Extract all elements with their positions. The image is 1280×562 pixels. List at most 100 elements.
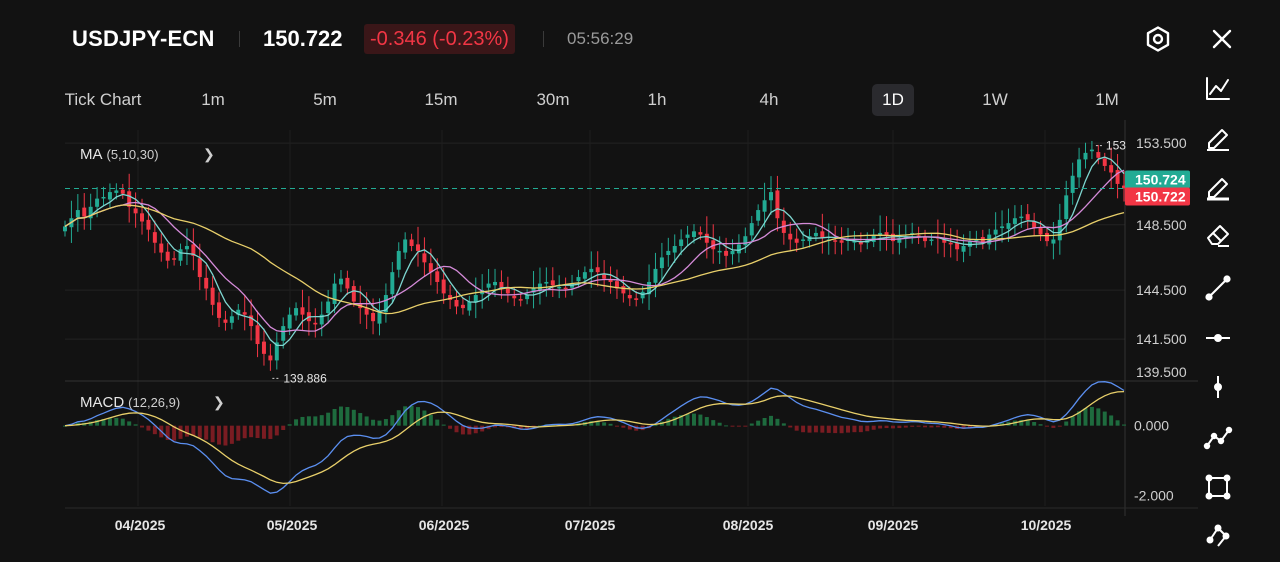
rectangle-icon[interactable] [1205,474,1231,500]
candle-body [191,244,196,256]
pattern-icon[interactable] [1206,524,1230,547]
pencil-icon[interactable] [1207,129,1229,151]
candle-body [274,342,279,361]
candle-body [242,312,247,315]
macd-histogram-bar [1051,425,1056,428]
timeframe-1m[interactable]: 1M [1095,90,1119,109]
macd-histogram-bar [691,413,696,426]
candle-body [550,280,555,286]
macd-histogram-bar [865,425,870,432]
timeframe-1h[interactable]: 1h [647,90,667,109]
macd-histogram-bar [486,425,491,430]
candle-body [730,250,735,255]
candle-body [1102,158,1107,166]
candle-body [416,244,420,251]
timeframe-30m[interactable]: 30m [536,90,570,109]
candle-body [871,234,876,242]
timeframe-4h[interactable]: 4h [759,90,779,109]
macd-histogram-bar [403,406,408,426]
macd-histogram-bar [1083,408,1088,426]
trend-chart-icon[interactable] [1206,77,1230,100]
macd-histogram-bar [165,425,170,440]
candle-body [152,232,157,243]
ma-params: (5,10,30) [106,147,159,162]
candle-body [165,251,170,261]
candle-body [460,304,465,309]
candle-body [833,240,838,242]
candle-body [1109,165,1114,173]
header-divider [543,31,544,47]
low-price-label: 139.886 [283,371,327,385]
candle-body [743,236,748,246]
chevron-right-icon[interactable]: ❯ [213,394,225,410]
candle-body [852,241,857,243]
macd-histogram-bar [1096,408,1101,426]
settings-icon[interactable] [1144,25,1172,53]
polyline-icon[interactable] [1203,426,1233,450]
ma-indicator-label[interactable]: MA (5,10,30) [80,146,159,163]
macd-histogram-bar [338,406,343,426]
macd-histogram-bar [88,421,93,426]
candle-body [1122,185,1126,189]
ma-line-ma5 [64,156,1125,347]
candle-body [319,314,324,325]
candle-body [897,237,902,243]
macd-histogram-bar [422,410,427,426]
macd-histogram-bar [358,413,363,426]
candle-body [672,246,677,253]
price-chart[interactable]: 153.500 148.500 144.500 141.500 139.500 150.7… [0,0,1200,540]
timeframe-1m[interactable]: 1m [201,90,225,109]
horizontal-line-icon[interactable] [1206,334,1230,342]
macd-histogram-bar [935,425,940,428]
timeframe-tick-chart[interactable]: Tick Chart [64,90,142,109]
highlighter-icon[interactable] [1207,178,1229,201]
timeframe-1d[interactable]: 1D [872,84,914,116]
symbol-name[interactable]: USDJPY-ECN [72,26,215,51]
macd-histogram-bar [448,425,453,429]
candle-body [223,319,228,323]
macd-indicator-label[interactable]: MACD (12,26,9) [80,394,180,411]
candle-body [383,295,388,313]
macd-histogram-bar [107,418,112,426]
eraser-icon[interactable] [1207,225,1229,247]
candle-body [313,322,318,325]
candle-body [287,314,292,329]
macd-histogram-bar [826,425,831,433]
macd-histogram-bar [120,418,125,426]
candle-body [229,316,234,323]
macd-histogram-bar [794,425,799,431]
candle-body [557,286,562,289]
header-divider [239,31,240,47]
macd-histogram-bar [242,425,247,439]
macd-histogram-bar [846,425,851,433]
macd-axis-label: 0.000 [1134,418,1169,434]
macd-histogram-bar [1122,424,1126,426]
chevron-right-icon[interactable]: ❯ [203,146,215,162]
candle-body [493,281,498,286]
macd-histogram-bar [364,416,369,426]
macd-histogram-bar [197,425,202,438]
candle-body [178,249,183,261]
time-axis-label: 09/2025 [868,517,919,533]
macd-histogram-bar [813,425,818,433]
close-icon[interactable] [1208,25,1236,53]
candle-body [961,246,966,252]
candle-body [1025,214,1030,220]
candle-body [884,232,889,237]
vertical-line-icon[interactable] [1214,376,1222,398]
candle-body [801,239,806,241]
candle-body [762,200,767,212]
timeframe-15m[interactable]: 15m [424,90,458,109]
candle-body [858,241,863,245]
timeframe-5m[interactable]: 5m [313,90,337,109]
candle-body [1096,152,1101,158]
candle-body [473,295,478,303]
macd-histogram-bar [724,425,729,427]
macd-axis-label: -2.000 [1134,488,1174,504]
candle-body [813,232,818,237]
drawing-toolbar [1198,70,1238,555]
candle-body [255,325,260,345]
candle-body [95,198,100,207]
timeframe-1w[interactable]: 1W [982,90,1008,109]
trend-line-icon[interactable] [1205,275,1231,301]
